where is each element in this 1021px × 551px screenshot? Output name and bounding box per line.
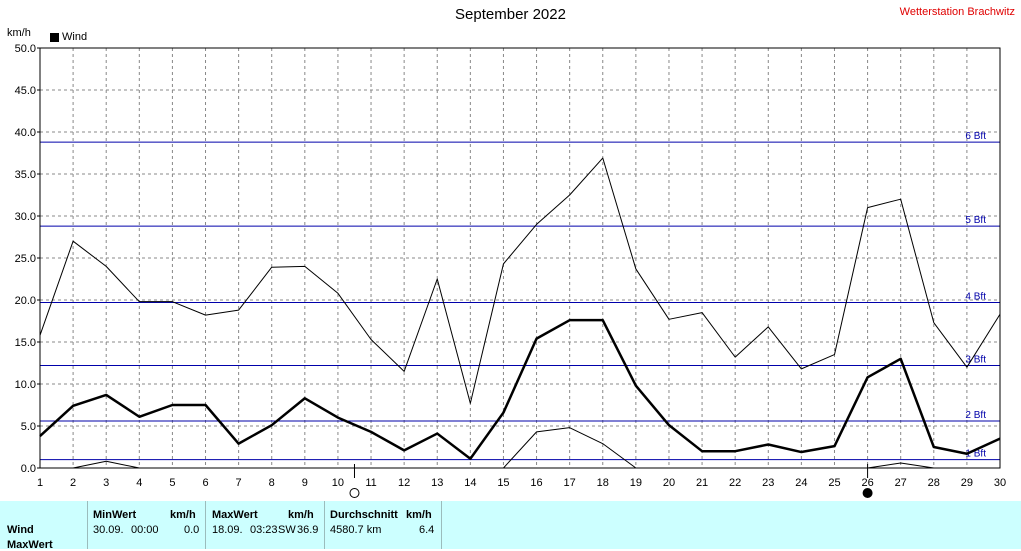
x-axis-ticks: 1 2 3 4 5 6 7 8 9 10 11 12 13 14 15 16 17 18 19 20 21 22 23 24 2… [37,477,1006,489]
stats-divider [87,501,88,549]
max-unit: km/h [288,509,314,521]
stats-divider [324,501,325,549]
y-tick-label: 20.0 [15,295,36,307]
x-tick-label: 17 [564,477,576,489]
min-date: 30.09. [93,524,124,536]
x-tick-label: 5 [169,477,175,489]
avg-header: Durchschnitt [330,509,398,521]
stats-divider [205,501,206,549]
series-min-line [867,462,934,469]
y-tick-label: 5.0 [21,421,36,433]
x-tick-label: 27 [895,477,907,489]
x-tick-label: 11 [365,477,376,489]
x-tick-label: 10 [332,477,344,489]
x-tick-label: 19 [630,477,642,489]
beaufort-label: 6 Bft [965,131,986,142]
y-tick-label: 45.0 [15,85,36,97]
beaufort-label: 3 Bft [965,355,986,366]
max-header: MaxWert [212,509,258,521]
max-date: 18.09. [212,524,243,536]
series-mean-line [39,318,1001,461]
x-tick-label: 28 [928,477,940,489]
x-tick-label: 3 [103,477,109,489]
max-time: 03:23 [250,524,278,536]
x-tick-label: 30 [994,477,1006,489]
x-tick-label: 26 [861,477,873,489]
y-tick-label: 40.0 [15,127,36,139]
station-name: Wetterstation Brachwitz [899,6,1015,18]
x-tick-label: 29 [961,477,973,489]
x-tick-label: 12 [398,477,410,489]
x-tick-label: 22 [729,477,741,489]
y-axis-ticks: 0.0 5.0 10.0 15.0 20.0 25.0 30.0 35.0 40.0 45.0 50… [15,43,40,475]
full-moon-icon [349,488,360,498]
legend: Wind [50,31,87,43]
data-series [39,157,1001,469]
min-header: MinWert [93,509,137,521]
y-tick-label: 25.0 [15,253,36,265]
legend-label: Wind [62,31,88,43]
avg-value: 6.4 [419,524,435,536]
x-tick-label: 21 [696,477,708,489]
y-tick-label: 50.0 [15,43,36,55]
x-tick-label: 23 [762,477,774,489]
x-tick-label: 8 [269,477,275,489]
x-tick-label: 4 [136,477,142,489]
beaufort-label: 1 Bft [965,449,986,460]
moon-phases [349,464,873,498]
new-moon-icon [862,488,873,498]
min-value: 0.0 [184,524,200,536]
y-tick-label: 35.0 [15,169,36,181]
x-tick-label: 18 [597,477,609,489]
beaufort-label: 2 Bft [965,410,986,421]
min-time: 00:00 [131,524,159,536]
stats-row-label-2: MaxWert [7,539,53,551]
x-tick-label: 6 [202,477,208,489]
beaufort-label: 4 Bft [965,292,986,303]
avg-unit: km/h [406,509,432,521]
x-tick-label: 16 [530,477,542,489]
stats-row-label: Wind [7,524,34,536]
y-tick-label: 10.0 [15,379,36,391]
chart-title: September 2022 [455,6,566,23]
x-tick-label: 15 [497,477,509,489]
y-tick-label: 0.0 [21,463,36,475]
x-tick-label: 25 [828,477,840,489]
x-tick-label: 20 [663,477,675,489]
max-value: 36.9 [297,524,319,536]
x-tick-label: 9 [302,477,308,489]
y-tick-label: 30.0 [15,211,36,223]
legend-swatch [50,32,59,42]
x-tick-label: 7 [236,477,242,489]
beaufort-lines: 1 Bft 2 Bft 3 Bft 4 Bft 5 Bft 6 Bft [40,131,1000,461]
x-tick-label: 13 [431,477,443,489]
stats-divider [441,501,442,549]
x-tick-label: 24 [795,477,807,489]
y-tick-label: 15.0 [15,337,36,349]
x-tick-label: 1 [37,477,43,489]
avg-distance: 4580.7 km [330,524,382,536]
series-min-line [73,460,140,469]
beaufort-label: 5 Bft [965,215,986,226]
series-max-line [39,157,1001,404]
y-axis-unit: km/h [7,27,31,39]
x-tick-label: 2 [70,477,76,489]
max-direction: SW [278,524,296,536]
stats-panel: Wind MaxWert MinWert km/h 30.09. 00:00 0… [0,501,1021,551]
min-unit: km/h [170,509,196,521]
x-tick-label: 14 [464,477,476,489]
series-min-line [503,427,637,469]
